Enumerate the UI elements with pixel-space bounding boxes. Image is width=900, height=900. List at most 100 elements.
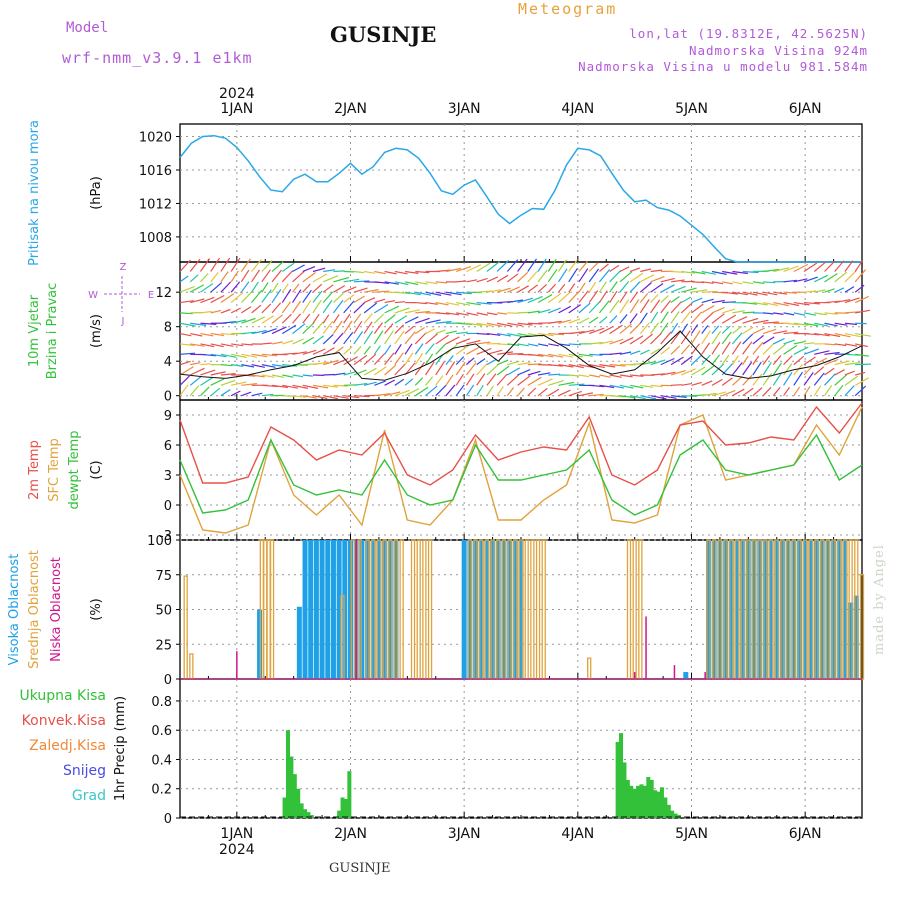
cloud-bar-high [348,540,353,679]
y-axis-label: 1hr Precip (mm) [113,696,128,801]
wind-arrow [721,389,736,397]
wind-arrow [527,295,543,304]
wind-arrow [271,374,284,378]
cloud-bar-mid [266,539,271,680]
cloud-bar-high [717,540,723,679]
wind-arrow [476,301,492,305]
wind-arrow [701,298,714,304]
x-tick-label-top: 2JAN [334,101,367,117]
precip-bar [299,803,304,818]
wind-arrow [640,384,653,388]
wind-arrow [537,387,548,397]
wind-arrow [312,395,328,400]
wind-arrow [281,288,292,303]
wind-arrow [803,365,814,376]
precip-legend-label: Konvek.Kisa [22,713,106,729]
wind-arrow [731,362,743,376]
wind-arrow [568,260,578,272]
wind-arrow [456,280,467,283]
wind-arrow [506,387,515,397]
wind-arrow [394,281,409,286]
wind-arrow [527,258,537,272]
wind-arrow [619,395,636,399]
wind-arrow [793,364,803,376]
wind-arrow [722,301,736,304]
wind-arrow [537,343,549,347]
wind-arrow [251,281,259,293]
wind-arrow [445,361,456,376]
wind-arrow [507,332,522,337]
wind-arrow [670,370,686,376]
wind-arrow [589,341,603,345]
wind-arrow [772,386,781,397]
wind-arrow [374,281,390,284]
wind-arrow [466,357,475,366]
cloud-bar-high [785,540,791,679]
wind-speed-line [179,330,863,381]
wind-arrow [373,313,385,324]
wind-arrow [322,275,339,283]
wind-arrow [179,300,194,304]
model-label: Model [66,20,109,36]
wind-arrow [537,309,551,314]
cloud-bar-high [370,540,376,679]
y-axis-label: (m/s) [89,314,104,348]
wind-arrow [783,339,795,345]
wind-arrow [844,370,855,376]
wind-arrow [742,361,753,376]
wind-arrow [323,359,339,366]
wind-arrow [189,376,202,386]
cloud-bar-high [473,540,479,679]
wind-arrow [476,347,492,355]
wind-arrow [456,291,472,295]
cloud-bar-high [734,540,740,679]
wind-arrow [332,314,340,324]
wind-arrow [578,374,590,378]
wind-arrow [650,269,663,273]
wind-arrow [711,325,720,334]
wind-arrow [251,269,261,283]
wind-arrow [548,307,561,314]
wind-arrow [619,299,630,314]
wind-arrow [639,322,650,334]
wind-arrow [415,281,428,285]
side-label: Srednja Oblacnost [27,550,42,669]
wind-arrow [650,293,659,303]
wind-arrow [220,321,237,324]
wind-arrow [701,392,717,397]
cloud-bar-mid [183,575,188,680]
wind-arrow [701,270,717,275]
cloud-bar-high [842,540,848,679]
wind-arrow [220,332,235,336]
sfc-temp-line [179,406,863,534]
wind-arrow [670,279,685,283]
wind-arrow [333,372,346,376]
wind-arrow [568,331,585,335]
cloud-bar-high [296,606,302,679]
wind-arrow [179,322,196,327]
wind-arrow [609,281,618,293]
wind-arrow [548,353,564,358]
wind-arrow [568,318,581,324]
wind-arrow [660,300,671,314]
wind-arrow [598,300,610,314]
wind-arrow [343,356,358,366]
wind-arrow [251,289,263,303]
wind-arrow [271,364,287,368]
wind-arrow [230,270,239,283]
y-tick-label: 75 [155,569,172,584]
wind-arrow [793,386,801,397]
wind-arrow [374,290,390,293]
wind-arrow [425,319,441,324]
wind-arrow [179,360,191,366]
wind-arrow [814,289,826,293]
cloud-bar-high [319,540,325,679]
y-tick-label: 1008 [139,231,172,246]
wind-arrow [537,283,548,293]
wind-arrow [425,291,442,296]
wind-arrow [230,281,241,293]
wind-arrow [558,319,572,324]
wind-arrow [517,369,531,376]
wind-arrow [783,279,797,283]
cloud-bar-high [751,540,757,679]
